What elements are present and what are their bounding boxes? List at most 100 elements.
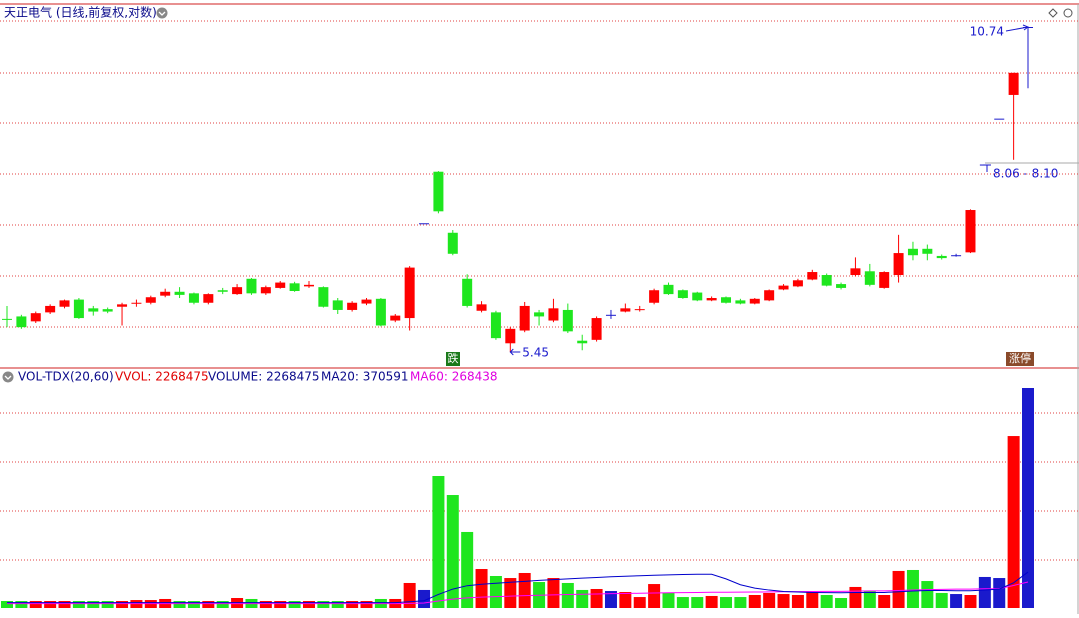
indicator-menu[interactable] <box>2 371 14 383</box>
candle-body <box>1008 72 1019 95</box>
candle-body <box>778 285 789 290</box>
volume-bar <box>820 595 833 608</box>
candle-body <box>332 300 343 310</box>
volume-bar <box>863 591 876 608</box>
candle-body <box>246 278 257 294</box>
volume-bar <box>921 581 934 608</box>
candle-body <box>347 302 358 310</box>
title-menu[interactable] <box>156 7 168 19</box>
volume-bar <box>58 601 71 608</box>
candle-body <box>577 340 588 344</box>
candle-body <box>217 290 228 292</box>
candle-body <box>907 248 918 256</box>
menu-chevron <box>4 375 12 380</box>
volume-bar <box>202 601 215 608</box>
indicator-label: MA60: 268438 <box>410 370 498 384</box>
candle-body <box>965 210 976 253</box>
candle-body <box>73 299 84 319</box>
menu-icon[interactable] <box>2 371 14 383</box>
volume-bar <box>274 601 287 608</box>
candle-body <box>605 314 616 316</box>
candle-body <box>534 312 545 317</box>
candle-body <box>505 328 516 344</box>
candle-body <box>203 294 214 303</box>
candle-body <box>232 287 243 295</box>
volume-bar <box>518 572 531 608</box>
candle-body <box>419 223 430 225</box>
volume-bar <box>360 601 373 608</box>
indicator-label: MA20: 370591 <box>321 370 409 384</box>
volume-bar <box>1 601 13 608</box>
candle-body <box>749 298 760 304</box>
volume-bar <box>619 591 632 608</box>
volume-bar <box>302 601 315 608</box>
volume-bar <box>446 495 459 608</box>
candle-body <box>735 300 746 304</box>
settings-icon[interactable] <box>1063 8 1073 18</box>
candle-body <box>836 284 847 288</box>
candle-body <box>145 297 156 303</box>
volume-bar <box>346 601 359 608</box>
candle-body <box>951 255 962 257</box>
volume-bar <box>1022 388 1034 608</box>
volume-bar <box>259 601 272 608</box>
candle-body <box>807 272 818 280</box>
volume-bar <box>935 592 948 608</box>
volume-bar <box>648 584 661 608</box>
badge: 涨停 <box>1009 351 1031 365</box>
badge: 跌 <box>448 351 459 365</box>
volume-bar <box>432 476 445 608</box>
candle-body <box>131 302 142 304</box>
candle-body <box>519 305 530 331</box>
volume-bar <box>878 595 891 608</box>
volume-bar <box>15 601 28 608</box>
candle-body <box>548 308 559 321</box>
candle-body <box>16 316 27 328</box>
volume-bar <box>475 569 488 608</box>
menu-icon[interactable] <box>156 7 168 19</box>
volume-bar <box>964 595 977 608</box>
candle-body <box>620 308 631 312</box>
candle-body <box>390 315 401 321</box>
chart-title: 天正电气 (日线,前复权,对数) <box>4 5 157 20</box>
candle-body <box>361 299 372 304</box>
candle-body <box>289 283 300 292</box>
candle-body <box>850 268 861 276</box>
candle-body <box>663 284 674 295</box>
candle-body <box>721 297 732 303</box>
candle-body <box>174 291 185 295</box>
volume-bar <box>791 595 804 608</box>
diamond-icon[interactable] <box>1048 8 1058 18</box>
candle-body <box>30 313 41 322</box>
candle-body <box>102 309 113 312</box>
badge-box <box>1006 352 1034 366</box>
volume-bar <box>748 595 761 608</box>
high-arrow <box>1005 24 1030 32</box>
indicator-label: VOLUME: 2268475 <box>208 370 320 384</box>
candle-body <box>562 309 573 332</box>
volume-bar <box>116 601 129 608</box>
volume-bar <box>720 597 733 608</box>
candle-body <box>447 232 458 254</box>
volume-bar <box>633 597 646 608</box>
volume-bar <box>604 591 617 608</box>
candle-body <box>591 318 602 340</box>
volume-bar <box>101 601 114 608</box>
candle-body <box>922 248 933 254</box>
volume-bar <box>849 586 862 608</box>
candle-body <box>59 300 70 307</box>
volume-bar <box>950 594 963 608</box>
volume-bar <box>906 569 919 608</box>
candle-body <box>476 304 487 311</box>
range-marker <box>983 164 991 172</box>
high-label: 10.74 <box>970 25 1004 39</box>
volume-bar <box>187 601 200 608</box>
volume-bar <box>662 592 675 608</box>
candle-body <box>864 271 875 285</box>
ma20-line <box>7 571 1029 604</box>
candle-body <box>462 278 473 306</box>
volume-bar <box>331 601 344 608</box>
volume-bar <box>87 601 100 608</box>
range-label: 8.06 - 8.10 <box>993 167 1058 181</box>
